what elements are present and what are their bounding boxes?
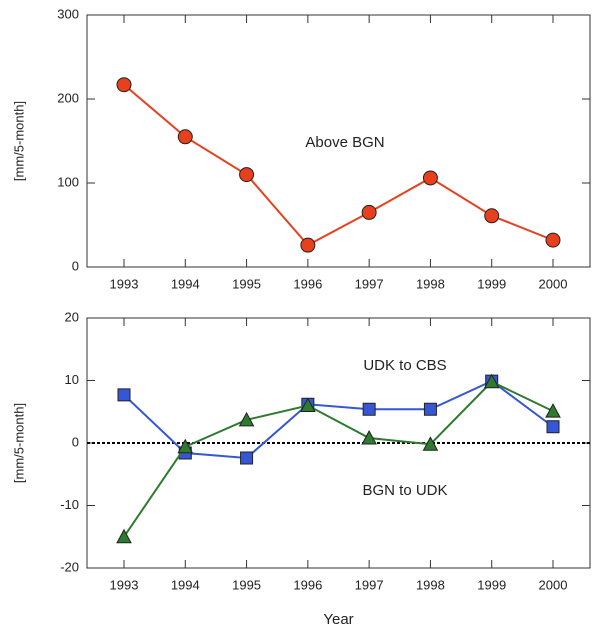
plot-frame xyxy=(86,14,591,268)
marker xyxy=(484,208,500,224)
annotation: Above BGN xyxy=(305,134,384,151)
marker xyxy=(546,420,560,434)
marker xyxy=(117,388,131,402)
y-tick-label: 200 xyxy=(57,90,79,105)
x-tick-label: 1996 xyxy=(293,276,322,291)
marker xyxy=(177,438,194,454)
marker xyxy=(300,237,316,253)
annotation: BGN to UDK xyxy=(362,482,447,499)
x-tick-label: 1996 xyxy=(293,577,322,592)
series-line xyxy=(123,379,554,460)
annotation: UDK to CBS xyxy=(363,357,446,374)
x-tick-label: 1999 xyxy=(477,577,506,592)
x-tick-label: 1995 xyxy=(232,276,261,291)
x-tick-label: 1997 xyxy=(355,577,384,592)
y-tick-label: 300 xyxy=(57,6,79,21)
marker xyxy=(423,402,437,416)
marker xyxy=(545,403,561,418)
y-tick-label: -10 xyxy=(60,497,79,512)
marker xyxy=(116,77,132,93)
x-tick-label: 1993 xyxy=(110,276,139,291)
x-tick-label: 1999 xyxy=(477,276,506,291)
y-tick-label: 10 xyxy=(65,372,79,387)
x-tick-label: 1994 xyxy=(171,276,200,291)
y-axis-label: [mm/5-month] xyxy=(11,403,26,483)
y-tick-label: 20 xyxy=(65,309,79,324)
marker xyxy=(361,429,377,445)
marker xyxy=(545,232,561,248)
marker xyxy=(483,373,500,389)
series-line xyxy=(123,380,554,538)
marker xyxy=(116,528,132,544)
x-tick-label: 2000 xyxy=(539,577,568,592)
x-tick-label: 1993 xyxy=(110,577,139,592)
x-tick-label: 1995 xyxy=(232,577,261,592)
marker xyxy=(300,397,316,412)
x-tick-label: 1994 xyxy=(171,577,200,592)
x-axis-label: Year xyxy=(323,611,353,628)
marker xyxy=(238,411,255,427)
marker xyxy=(422,436,439,451)
marker xyxy=(240,451,254,465)
y-tick-label: -20 xyxy=(60,559,79,574)
y-tick-label: 0 xyxy=(72,434,79,449)
marker xyxy=(361,204,377,220)
x-tick-label: 1997 xyxy=(355,276,384,291)
y-axis-label: [mm/5-month] xyxy=(11,101,26,181)
y-tick-label: 100 xyxy=(57,174,79,189)
x-tick-label: 2000 xyxy=(539,276,568,291)
x-tick-label: 1998 xyxy=(416,276,445,291)
marker xyxy=(177,129,193,145)
marker xyxy=(362,402,376,416)
series-line xyxy=(123,83,554,247)
marker xyxy=(422,170,438,186)
y-tick-label: 0 xyxy=(72,258,79,273)
x-tick-label: 1998 xyxy=(416,577,445,592)
marker xyxy=(239,167,255,183)
